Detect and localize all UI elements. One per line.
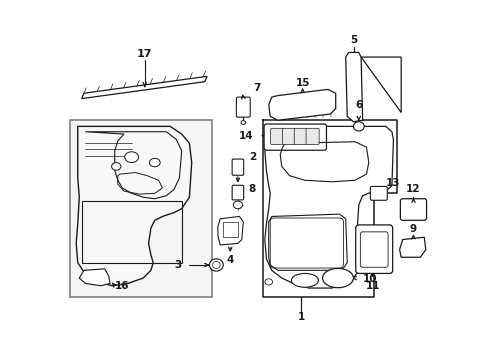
FancyBboxPatch shape [270, 128, 283, 144]
FancyBboxPatch shape [232, 159, 243, 175]
Text: 17: 17 [137, 49, 152, 59]
Polygon shape [76, 126, 191, 286]
FancyBboxPatch shape [294, 128, 306, 144]
FancyBboxPatch shape [264, 124, 326, 150]
Text: 10: 10 [362, 274, 376, 284]
Ellipse shape [264, 279, 272, 285]
Polygon shape [345, 53, 362, 122]
Ellipse shape [233, 201, 242, 209]
Text: 13: 13 [385, 178, 400, 188]
FancyBboxPatch shape [355, 225, 392, 274]
Ellipse shape [241, 121, 245, 125]
Text: 16: 16 [115, 281, 129, 291]
Polygon shape [360, 57, 400, 112]
Text: 8: 8 [248, 184, 255, 194]
Ellipse shape [149, 158, 160, 167]
Text: 11: 11 [365, 281, 379, 291]
FancyBboxPatch shape [369, 186, 386, 200]
Text: 3: 3 [174, 260, 182, 270]
Text: 14: 14 [238, 131, 253, 141]
Bar [81, 201, 182, 263]
Bar [222, 222, 238, 237]
Text: 1: 1 [297, 311, 304, 321]
Ellipse shape [124, 152, 138, 163]
Text: 15: 15 [295, 78, 309, 88]
Text: 12: 12 [406, 184, 420, 194]
Ellipse shape [111, 163, 121, 170]
Text: 7: 7 [253, 83, 260, 93]
FancyBboxPatch shape [236, 97, 250, 117]
FancyBboxPatch shape [232, 185, 243, 200]
FancyBboxPatch shape [305, 128, 319, 144]
FancyBboxPatch shape [400, 199, 426, 220]
Polygon shape [399, 237, 425, 257]
Ellipse shape [291, 274, 318, 287]
Ellipse shape [353, 122, 364, 131]
Polygon shape [218, 216, 243, 245]
Ellipse shape [209, 259, 223, 271]
Ellipse shape [212, 261, 220, 269]
FancyBboxPatch shape [282, 128, 295, 144]
Polygon shape [81, 76, 207, 99]
Text: 2: 2 [248, 152, 255, 162]
Polygon shape [268, 89, 335, 120]
Text: 6: 6 [354, 100, 362, 110]
Text: 9: 9 [409, 224, 416, 234]
Text: 5: 5 [350, 35, 357, 45]
Text: 4: 4 [226, 255, 233, 265]
Polygon shape [79, 269, 110, 286]
Ellipse shape [322, 269, 353, 288]
Bar [70, 120, 212, 297]
